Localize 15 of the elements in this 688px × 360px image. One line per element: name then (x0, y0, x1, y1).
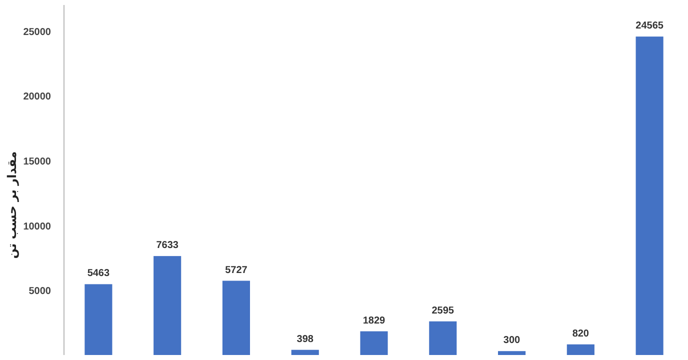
data-label: 820 (572, 328, 590, 340)
data-label: 1829 (362, 315, 386, 326)
y-axis-title: مقدار بر حسب تن (5, 151, 19, 259)
data-label: 24565 (636, 20, 664, 32)
y-tick-label: 25000 (23, 26, 52, 38)
y-tick-label: 10000 (23, 221, 52, 232)
data-label: 7633 (156, 240, 179, 252)
data-label: 300 (503, 335, 521, 346)
data-label: 5727 (225, 264, 248, 276)
data-label: 398 (296, 334, 314, 345)
y-tick-label: 15000 (23, 156, 52, 168)
y-tick-label: 5000 (28, 286, 52, 298)
data-label: 5463 (87, 268, 110, 280)
data-label: 2595 (432, 305, 454, 316)
y-tick-label: 20000 (23, 92, 52, 103)
